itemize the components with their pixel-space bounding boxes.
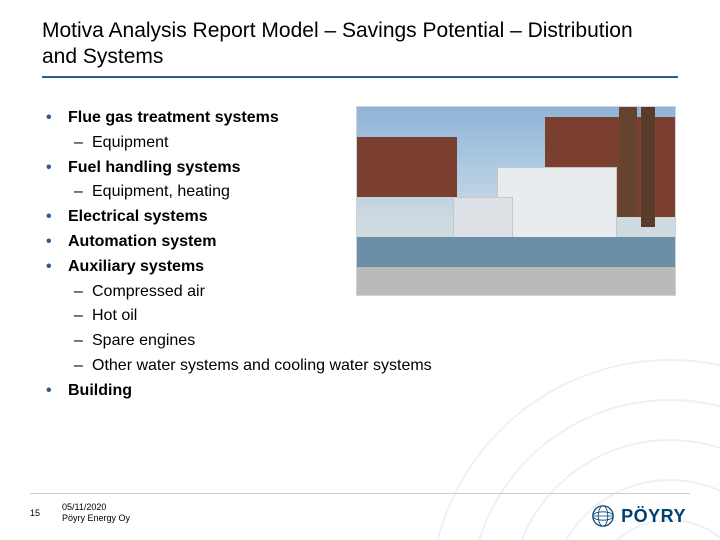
list-item: Building bbox=[42, 379, 662, 404]
bullet-label: Building bbox=[68, 382, 132, 399]
title-underline bbox=[42, 76, 678, 78]
slide-title: Motiva Analysis Report Model – Savings P… bbox=[42, 18, 662, 71]
footer-meta: 05/11/2020 Pöyry Energy Oy bbox=[62, 502, 130, 525]
sub-label: Hot oil bbox=[92, 307, 137, 324]
slide-title-block: Motiva Analysis Report Model – Savings P… bbox=[42, 18, 662, 71]
list-subitem: Spare engines bbox=[70, 329, 662, 354]
facility-photo-placeholder bbox=[356, 106, 676, 296]
brand-text: PÖYRY bbox=[621, 506, 686, 527]
sub-label: Equipment bbox=[92, 134, 169, 151]
sub-label: Other water systems and cooling water sy… bbox=[92, 357, 432, 374]
footer-date: 05/11/2020 bbox=[62, 502, 130, 513]
list-subitem: Hot oil bbox=[70, 304, 662, 329]
brand-logo: PÖYRY bbox=[591, 504, 686, 528]
footer-rule bbox=[30, 493, 690, 494]
sub-label: Equipment, heating bbox=[92, 183, 230, 200]
bullet-label: Fuel handling systems bbox=[68, 159, 240, 176]
bullet-label: Auxiliary systems bbox=[68, 258, 204, 275]
sub-label: Spare engines bbox=[92, 332, 195, 349]
bullet-label: Electrical systems bbox=[68, 208, 208, 225]
poyry-globe-icon bbox=[591, 504, 615, 528]
sub-label: Compressed air bbox=[92, 283, 205, 300]
bullet-label: Automation system bbox=[68, 233, 216, 250]
bullet-label: Flue gas treatment systems bbox=[68, 109, 279, 126]
page-number: 15 bbox=[30, 508, 40, 518]
footer-company: Pöyry Energy Oy bbox=[62, 513, 130, 524]
list-subitem: Other water systems and cooling water sy… bbox=[70, 354, 662, 379]
